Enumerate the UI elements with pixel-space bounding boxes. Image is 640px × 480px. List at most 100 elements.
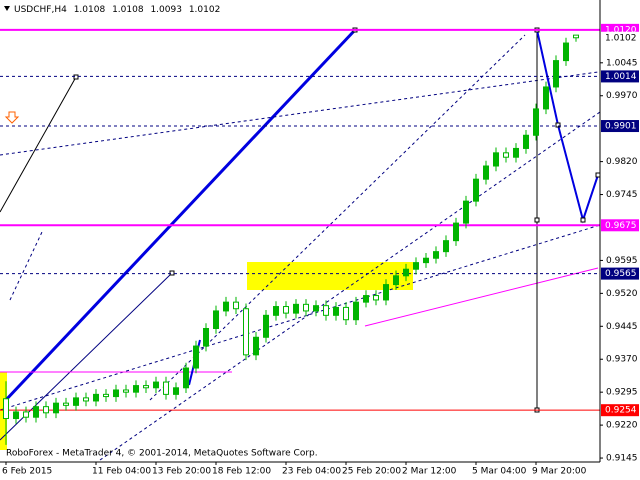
candle-body: [83, 397, 89, 402]
level-label: 0.9675: [605, 221, 637, 231]
level-label: 1.0014: [605, 72, 637, 82]
candle-body: [233, 301, 239, 310]
y-tick-label: 0.9370: [606, 355, 638, 365]
candle-body: [433, 251, 439, 259]
level-label: 1.0102: [605, 33, 637, 43]
x-tick-label: 23 Feb 04:00: [282, 467, 341, 477]
level-label-box: [601, 120, 639, 133]
candle-body: [53, 402, 59, 414]
candle-body: [193, 345, 199, 369]
y-tick-label: 0.9145: [606, 454, 638, 464]
x-tick-label: 6 Feb 2015: [2, 467, 52, 477]
candle-body: [283, 306, 289, 314]
candle-body: [413, 262, 419, 270]
candle-body: [223, 301, 229, 312]
quote-high: 1.0108: [112, 5, 144, 15]
y-tick-label: 0.9295: [606, 388, 638, 398]
candles: [3, 34, 579, 445]
x-tick-label: 5 Mar 04:00: [472, 467, 527, 477]
candle-body: [553, 60, 559, 88]
candle-body: [133, 385, 139, 393]
quote-close: 1.0102: [189, 5, 221, 15]
y-tick-label: 0.9595: [606, 256, 638, 266]
anchor: [595, 172, 601, 178]
level-label: 0.9901: [605, 122, 637, 132]
trend-line: [0, 76, 77, 213]
candle-body: [403, 268, 409, 277]
candle-body: [373, 295, 379, 301]
candle-body: [573, 34, 579, 39]
candle-body: [523, 134, 529, 149]
candle-body: [543, 86, 549, 110]
channel-line: [0, 224, 601, 411]
channel-line: [9, 231, 43, 301]
y-tick-label: 0.9445: [606, 322, 638, 332]
y-tick-label: 0.9745: [606, 190, 638, 200]
level-label-box: [601, 70, 639, 83]
levels: [0, 28, 600, 411]
candle-body: [363, 295, 369, 303]
quote-low: 1.0093: [150, 5, 182, 15]
trend-line: [364, 267, 599, 327]
y-tick-label: 0.9520: [606, 289, 638, 299]
candle-body: [203, 327, 209, 347]
candle-body: [333, 306, 339, 316]
candle-body: [213, 310, 219, 329]
candle-body: [3, 398, 9, 420]
candle-body: [163, 381, 169, 395]
candle-body: [103, 393, 109, 398]
symbol: USDCHF,H4 1.0108 1.0108 1.0093 1.0102: [14, 5, 220, 15]
candle-body: [343, 306, 349, 321]
candle-body: [313, 305, 319, 312]
y-tick-label: 0.9820: [606, 157, 638, 167]
level-label: 1.0120: [605, 25, 637, 35]
forecast-path: [536, 29, 599, 224]
anchor: [580, 217, 586, 223]
candle-body: [493, 152, 499, 167]
candle-body: [503, 152, 509, 158]
candle-body: [13, 411, 19, 420]
candle-body: [263, 314, 269, 338]
candle-body: [33, 406, 39, 418]
anchor: [169, 270, 175, 276]
candle-body: [423, 257, 429, 264]
candle-body: [463, 200, 469, 224]
arrow-icon: [4, 111, 20, 124]
level-label: 0.9254: [605, 406, 637, 416]
x-tick-label: 9 Mar 20:00: [532, 467, 587, 477]
candle-body: [563, 42, 569, 62]
axes: 1.0045 0.9970 0.9820 0.9745 0.9595 0.9520 0.94…: [2, 23, 639, 477]
candle-body: [143, 385, 149, 389]
x-tick-label: 25 Feb 20:00: [342, 467, 401, 477]
candle-body: [173, 387, 179, 395]
candle-body: [473, 178, 479, 202]
candle-body: [113, 389, 119, 398]
anchor: [555, 122, 561, 128]
y-tick-label: 0.9970: [606, 91, 638, 101]
candle-body: [293, 303, 299, 314]
candle-body: [483, 165, 489, 180]
candle-body: [443, 240, 449, 253]
level-label-box: [601, 31, 639, 44]
candle-body: [253, 336, 259, 356]
anchor: [73, 74, 79, 80]
y-tick-label: 0.9220: [606, 421, 638, 431]
y-tick-label: 1.0045: [606, 58, 638, 68]
candle-body: [273, 306, 279, 316]
candle-body: [93, 393, 99, 402]
level-label-box: [601, 404, 639, 417]
candle-body: [303, 303, 309, 312]
footer: RoboForex - MetaTrader 4, © 2001-2014, M…: [6, 449, 318, 459]
symbol-name: USDCHF,H4: [14, 5, 67, 15]
level-label-box: [601, 219, 639, 232]
candle-body: [123, 389, 129, 393]
candle-body: [453, 222, 459, 242]
candle-body: [63, 402, 69, 406]
level-label: 0.9565: [605, 269, 637, 279]
trend-line: [2, 28, 357, 404]
candle-body: [23, 411, 29, 418]
candle-body: [153, 381, 159, 389]
x-tick-label: 2 Mar 12:00: [402, 467, 457, 477]
